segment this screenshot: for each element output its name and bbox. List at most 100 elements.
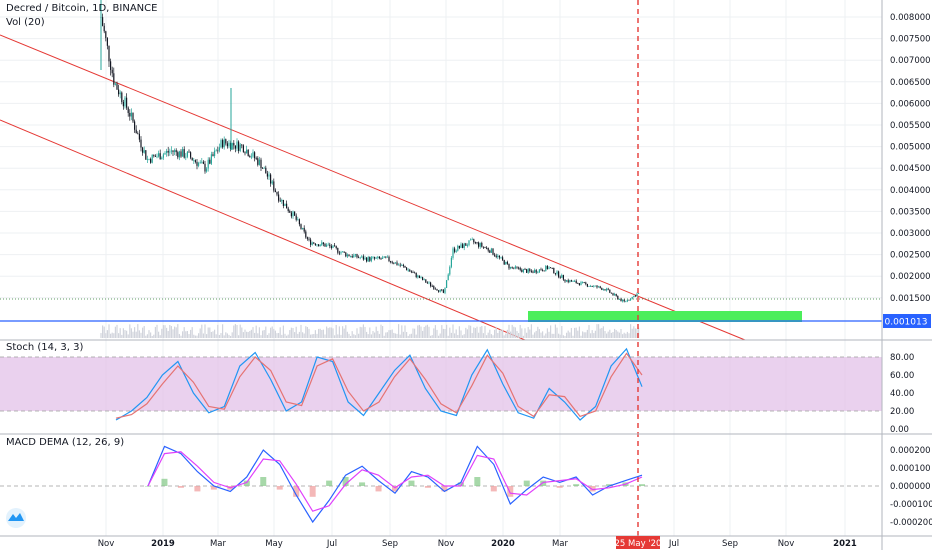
volume-bar	[270, 327, 272, 338]
candle-body	[534, 270, 536, 273]
volume-bar	[308, 328, 310, 338]
volume-bar	[620, 328, 622, 338]
macd-title: MACD DEMA (12, 26, 9)	[6, 437, 125, 448]
candle-body	[276, 191, 278, 195]
volume-bar	[388, 330, 390, 338]
stoch-legend[interactable]: Stoch (14, 3, 3)	[6, 342, 83, 353]
volume-bar	[594, 330, 596, 338]
candle-body	[233, 143, 235, 146]
candle-body	[186, 151, 188, 157]
volume-bar	[217, 324, 219, 338]
time-tick-label: Nov	[438, 539, 455, 549]
volume-bar	[505, 333, 507, 338]
tradingview-logo-icon[interactable]	[6, 508, 26, 528]
candle-body	[628, 299, 630, 301]
candle-body	[585, 282, 587, 284]
volume-bar	[590, 333, 592, 338]
candle-body	[394, 262, 396, 264]
symbol-legend[interactable]: Decred / Bitcoin, 1D, BINANCE	[6, 3, 157, 14]
support-zone[interactable]	[528, 311, 802, 322]
volume-bar	[220, 333, 222, 338]
volume-bar	[348, 333, 350, 338]
candle-body	[122, 101, 124, 107]
volume-bar	[258, 327, 260, 338]
candle-body	[130, 112, 132, 117]
volume-bar	[518, 333, 520, 338]
candle-body	[527, 269, 529, 273]
candle-body	[114, 83, 116, 85]
volume-bar	[338, 326, 340, 338]
stoch-axis[interactable]: 80.00 60.00 40.00 20.00 0.00	[890, 353, 914, 435]
candle-body	[132, 112, 134, 122]
volume-bar	[279, 327, 281, 338]
candle-body	[638, 292, 640, 294]
candle-body	[414, 272, 416, 274]
volume-bar	[609, 329, 611, 338]
channel-upper-line[interactable]	[0, 34, 746, 341]
symbol-title: Decred / Bitcoin, 1D, BINANCE	[6, 3, 158, 14]
volume-bar	[583, 332, 585, 338]
volume-bar	[324, 334, 326, 338]
candle-body	[370, 257, 372, 261]
candle-body	[545, 265, 547, 271]
volume-bar	[452, 324, 454, 338]
candle-body	[556, 271, 558, 274]
volume-bar	[122, 328, 124, 338]
volume-bar	[143, 326, 145, 338]
volume-bar	[297, 333, 299, 338]
volume-bar	[567, 330, 569, 338]
volume-bar	[206, 334, 208, 338]
macd-histogram-bar	[260, 477, 267, 486]
candle-body	[305, 231, 307, 238]
candle-body	[137, 133, 139, 135]
volume-bar	[596, 324, 598, 338]
candle-body	[409, 269, 411, 272]
candle-body	[510, 266, 512, 269]
candle-body	[434, 288, 436, 290]
candle-body	[372, 257, 374, 258]
macd-lines	[147, 445, 643, 524]
volume-bar	[625, 333, 627, 338]
candle-body	[196, 161, 198, 166]
candle-body	[422, 277, 424, 281]
candle-body	[193, 160, 195, 162]
volume-bar	[529, 329, 531, 338]
volume-bar	[577, 330, 579, 338]
volume-legend[interactable]: Vol (20)	[6, 17, 45, 28]
macd-histogram-bar	[474, 477, 481, 486]
candle-body	[156, 156, 158, 158]
macd-legend[interactable]: MACD DEMA (12, 26, 9)	[6, 437, 124, 448]
volume-bar	[484, 326, 486, 338]
candle-body	[185, 156, 187, 158]
volume-bar	[246, 331, 248, 338]
price-tick-label: 0.006000	[890, 99, 931, 109]
volume-bar	[537, 326, 539, 338]
candle-body	[566, 280, 568, 282]
candle-body	[426, 282, 428, 284]
candle-body	[225, 139, 227, 144]
candle-body	[146, 159, 148, 160]
macd-histogram-bar	[507, 486, 514, 497]
volume-bar	[511, 324, 513, 338]
volume-bar	[457, 334, 459, 338]
candle-body	[561, 275, 563, 278]
channel-lower-line[interactable]	[0, 119, 526, 341]
volume-bar	[606, 333, 608, 338]
candle-body	[300, 224, 302, 229]
volume-bar	[150, 332, 152, 338]
volume-bar	[401, 325, 403, 338]
volume-bar	[548, 331, 550, 338]
volume-bar	[343, 328, 345, 338]
volume-bar	[434, 325, 436, 338]
volume-bar	[295, 326, 297, 338]
volume-bar	[318, 328, 320, 338]
candle-body	[281, 199, 283, 202]
candle-body	[452, 248, 454, 258]
time-axis[interactable]: Nov 2019 Mar May Jul Sep Nov 2020 Mar Jul Sep Nov 20…	[98, 539, 857, 549]
macd-axis[interactable]: 0.000200 0.000100 0.000000 -0.000100 -0.0002…	[890, 446, 932, 528]
volume-bar	[582, 331, 584, 338]
price-axis[interactable]: 0.008000 0.007500 0.007000 0.006500 0.006000…	[890, 13, 931, 304]
candle-body	[442, 290, 444, 293]
macd-histogram-bar	[375, 486, 382, 492]
